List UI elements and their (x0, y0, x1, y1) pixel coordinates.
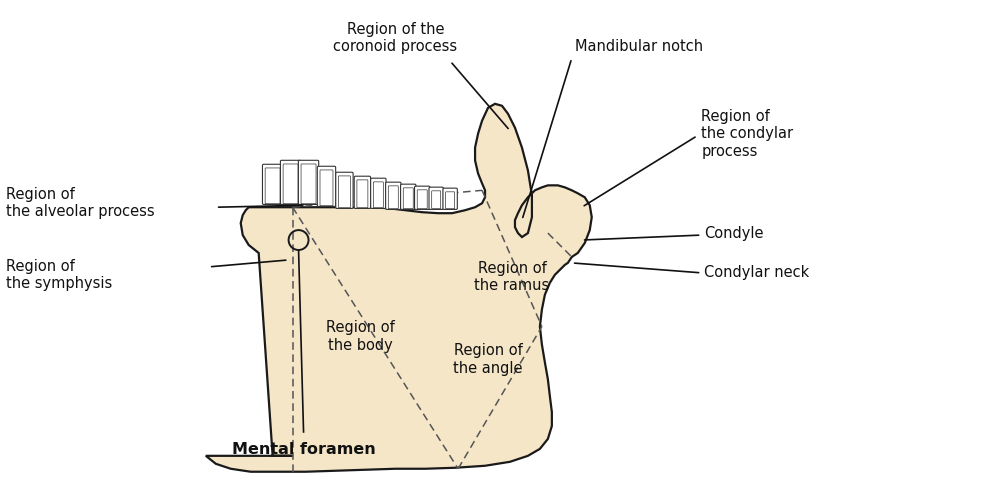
Text: Region of
the condylar
process: Region of the condylar process (701, 109, 794, 158)
FancyBboxPatch shape (355, 176, 371, 208)
Text: Mandibular notch: Mandibular notch (575, 39, 703, 54)
FancyBboxPatch shape (401, 184, 416, 209)
Text: Condylar neck: Condylar neck (704, 265, 810, 280)
FancyBboxPatch shape (443, 188, 457, 209)
FancyBboxPatch shape (299, 160, 319, 204)
FancyBboxPatch shape (371, 178, 386, 208)
Text: Region of
the symphysis: Region of the symphysis (6, 259, 112, 291)
Text: Condyle: Condyle (704, 226, 764, 241)
Text: Region of
the angle: Region of the angle (453, 343, 523, 376)
Polygon shape (205, 104, 592, 472)
FancyBboxPatch shape (336, 172, 353, 208)
FancyBboxPatch shape (429, 187, 443, 209)
Text: Region of
the ramus: Region of the ramus (474, 261, 549, 293)
FancyBboxPatch shape (318, 166, 336, 206)
FancyBboxPatch shape (281, 160, 301, 204)
FancyBboxPatch shape (263, 164, 283, 204)
Text: Region of the
coronoid process: Region of the coronoid process (334, 22, 457, 54)
FancyBboxPatch shape (386, 182, 401, 209)
Text: Region of
the alveolar process: Region of the alveolar process (6, 187, 155, 219)
FancyBboxPatch shape (415, 186, 430, 209)
Text: Region of
the body: Region of the body (326, 320, 395, 353)
Text: Mental foramen: Mental foramen (231, 442, 376, 457)
